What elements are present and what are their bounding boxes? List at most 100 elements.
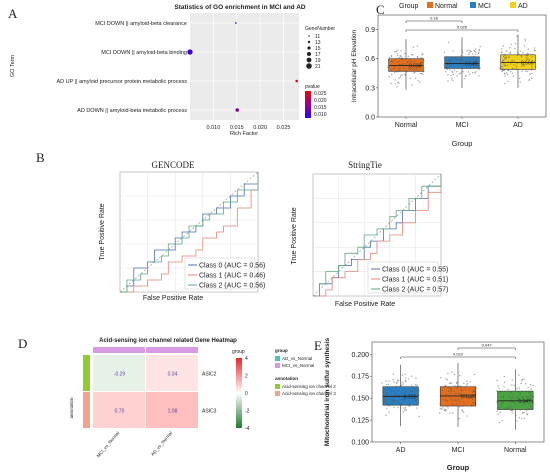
panel-c-mean-label: 0.549 (465, 62, 478, 68)
panel-c-jitter-point (505, 50, 508, 52)
panel-c-jitter-point (458, 56, 460, 58)
panel-e-jitter-point (522, 411, 524, 414)
panel-e-jitter-point (393, 399, 395, 402)
panel-c-jitter-point (468, 56, 470, 58)
panel-a-ytick-label: AD DOWN || amyloid-beta metabolic proces… (77, 108, 187, 114)
panel-e-jitter-point (521, 417, 523, 420)
panel-b-gencode-legend-label: Class 2 (AUC = 0.56) (199, 283, 265, 290)
panel-b-stringtie-roc-line (313, 174, 442, 297)
panel-e-jitter-point (414, 388, 416, 391)
panel-b-gencode-chance-diagonal (119, 171, 259, 293)
panel-e-jitter-point (447, 386, 449, 389)
panel-c-jitter-point (387, 66, 389, 69)
panel-c-jitter-point (519, 81, 521, 83)
panel-c-jitter-point (526, 54, 529, 57)
panel-c-jitter-point (524, 38, 526, 40)
panel-c-significance-bracket (405, 20, 463, 23)
panel-e-jitter-point (404, 409, 406, 412)
panel-c-ylabel: Intracellular pH Elevation (351, 29, 358, 102)
panel-e-jitter-point (459, 374, 461, 377)
panel-c-jitter-point (451, 77, 453, 80)
panel-c-jitter-point (515, 67, 517, 69)
panel-e-ytick-label: 0.200 (351, 352, 369, 359)
panel-e-jitter-point (520, 382, 522, 385)
panel-d-colorbar-tick: -2 (245, 409, 250, 415)
panel-c-jitter-point (396, 54, 399, 57)
panel-a-go-enrichment: Statistics of GO enrichment in MCI and A… (10, 4, 335, 137)
panel-c-jitter-point (408, 58, 410, 60)
panel-c-jitter-point (404, 74, 406, 76)
panel-e-jitter-point (449, 388, 452, 391)
panel-e-jitter-point (394, 396, 396, 398)
panel-e-ytick-label: 0.100 (351, 440, 369, 447)
panel-c-jitter-point (524, 44, 526, 47)
panel-e-jitter-point (460, 389, 462, 392)
panel-e-jitter-point (475, 387, 478, 389)
panel-c-legend-title: Group (399, 3, 419, 10)
panel-c-jitter-point (510, 43, 512, 45)
panel-b-gencode-ylabel: True Positive Rate (99, 203, 106, 260)
panel-c-jitter-point (422, 73, 424, 76)
panel-c-xtick-label: AD (513, 122, 523, 129)
panel-c-jitter-point (415, 64, 417, 66)
panel-e-jitter-point (381, 382, 383, 384)
panel-a-color-legend-label: 0.010 (314, 112, 327, 118)
panel-c-jitter-point (472, 71, 474, 74)
panel-e-jitter-point (452, 404, 454, 406)
panel-e-jitter-point (408, 393, 410, 395)
panel-e-jitter-point (415, 377, 417, 380)
panel-c-jitter-point (410, 67, 412, 70)
panel-e-jitter-point (462, 389, 464, 391)
panel-c-jitter-point (525, 54, 527, 57)
panel-e-jitter-point (451, 412, 454, 414)
panel-e-jitter-point (438, 412, 441, 414)
panel-c-jitter-point (463, 77, 466, 80)
panel-b-stringtie-ylabel: True Positive Rate (291, 207, 298, 264)
panel-d-column-label: MCI_vs_Normal (96, 430, 121, 458)
panel-c-jitter-point (468, 52, 471, 54)
panel-c-jitter-point (461, 51, 464, 53)
panel-b-stringtie-legend-box (367, 261, 439, 294)
panel-c-jitter-point (421, 53, 424, 55)
panel-c-jitter-point (475, 48, 477, 50)
panel-e-jitter-point (453, 390, 455, 393)
panel-e-jitter-point (415, 388, 417, 391)
panel-c-jitter-point (399, 69, 402, 71)
panel-e-jitter-point (439, 407, 442, 410)
panel-e-jitter-point (391, 399, 393, 402)
panel-c-jitter-point (515, 65, 518, 67)
panel-e-jitter-point (445, 393, 447, 395)
panel-c-jitter-point (400, 74, 402, 77)
panel-e-jitter-point (499, 390, 501, 393)
panel-c-jitter-point (473, 55, 475, 58)
panel-a-color-legend-label: 0.025 (314, 91, 327, 97)
panel-e-jitter-point (518, 417, 520, 419)
panel-e-jitter-point (519, 393, 521, 396)
panel-e-jitter-point (498, 387, 500, 390)
panel-e-jitter-point (510, 398, 512, 400)
panel-e-jitter-point (508, 395, 511, 397)
panel-e-jitter-point (446, 400, 449, 402)
panel-c-jitter-point (516, 68, 518, 71)
panel-d-colorbar-tick: -4 (245, 426, 250, 432)
panel-e-jitter-point (410, 384, 413, 386)
panel-c-jitter-point (390, 55, 393, 58)
panel-e-ytick-label: 0.125 (351, 418, 369, 425)
panel-c-jitter-point (451, 71, 453, 73)
panel-d-heatmap-cell (93, 392, 145, 428)
panel-c-jitter-point (411, 84, 414, 86)
panel-e-jitter-point (402, 398, 405, 400)
panel-e-jitter-point (401, 398, 403, 401)
panel-c-jitter-point (468, 53, 470, 56)
panel-e-jitter-point (415, 398, 418, 401)
panel-c-jitter-point (468, 60, 471, 63)
panel-c-jitter-point (500, 68, 502, 71)
panel-a-point (235, 22, 237, 24)
panel-c-jitter-point (525, 57, 528, 59)
panel-e-jitter-point (386, 399, 388, 401)
panel-c-legend-label: Normal (435, 3, 458, 10)
panel-c-jitter-point (394, 79, 396, 81)
panel-c-jitter-point (408, 66, 410, 68)
panel-e-jitter-point (527, 399, 529, 401)
panel-c-jitter-point (403, 69, 405, 71)
